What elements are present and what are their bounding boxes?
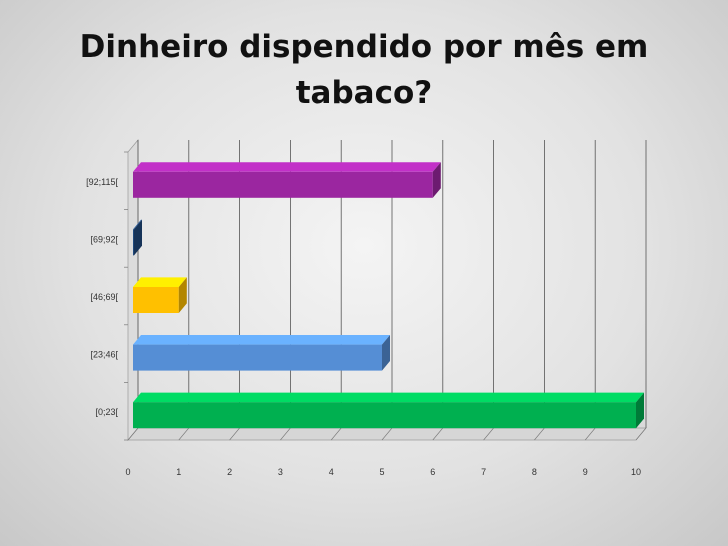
x-tick-label: 8 xyxy=(532,467,537,477)
bar-side-face xyxy=(178,277,187,313)
gridline-floor xyxy=(229,427,240,441)
bar-top-face xyxy=(133,335,390,345)
y-tick-label: [23;46[ xyxy=(90,350,118,360)
bar-front-face xyxy=(133,287,179,313)
x-tick-label: 10 xyxy=(631,467,641,477)
bar-side-face xyxy=(636,392,644,429)
gridline-floor xyxy=(280,427,291,441)
gridline-floor xyxy=(381,427,393,441)
gridline-floor xyxy=(330,427,342,441)
x-tick-label: 0 xyxy=(125,467,130,477)
bar xyxy=(133,162,441,198)
bar-front-face xyxy=(133,344,382,371)
bar xyxy=(133,392,644,429)
x-tick-label: 1 xyxy=(176,467,181,477)
x-tick-label: 7 xyxy=(481,467,486,477)
chart-bars xyxy=(133,162,644,429)
bar xyxy=(133,335,390,371)
bar xyxy=(133,277,187,313)
y-tick-label: [0;23[ xyxy=(95,407,118,417)
x-tick-label: 5 xyxy=(379,467,384,477)
x-tick-label: 9 xyxy=(583,467,588,477)
bar-top-face xyxy=(133,277,187,287)
bar-front-face xyxy=(133,171,433,198)
y-tick-label: [46;69[ xyxy=(90,292,118,302)
x-tick-label: 4 xyxy=(329,467,334,477)
chart-title: Dinheiro dispendido por mês em tabaco? xyxy=(79,29,649,111)
gridline-floor xyxy=(534,427,545,441)
x-tick-label: 2 xyxy=(227,467,232,477)
gridline-floor xyxy=(127,427,139,441)
gridline-floor xyxy=(584,427,596,441)
bar-front-face xyxy=(133,402,636,429)
x-axis-ticks: 0 1 2 3 4 5 6 7 8 9 10 xyxy=(125,467,641,477)
bar-side-face xyxy=(382,335,390,371)
gridline-floor xyxy=(635,427,647,441)
y-tick-label: [69;92[ xyxy=(90,234,118,244)
bar-side-face xyxy=(134,219,142,256)
bar-top-face xyxy=(133,392,644,403)
bar xyxy=(133,219,142,256)
bar-top-face xyxy=(133,162,441,172)
y-axis-ticks: [0;23[ [23;46[ [46;69[ [69;92[ [92;115[ xyxy=(86,177,118,417)
y-tick-label: [92;115[ xyxy=(86,177,118,187)
bar-side-face xyxy=(432,162,441,198)
bar-top-face xyxy=(133,219,142,230)
gridline-floor xyxy=(178,427,190,441)
gridline-floor xyxy=(483,427,494,441)
x-tick-label: 3 xyxy=(278,467,283,477)
x-tick-label: 6 xyxy=(430,467,435,477)
bar-front-face xyxy=(133,229,134,256)
gridline-floor xyxy=(432,427,444,441)
